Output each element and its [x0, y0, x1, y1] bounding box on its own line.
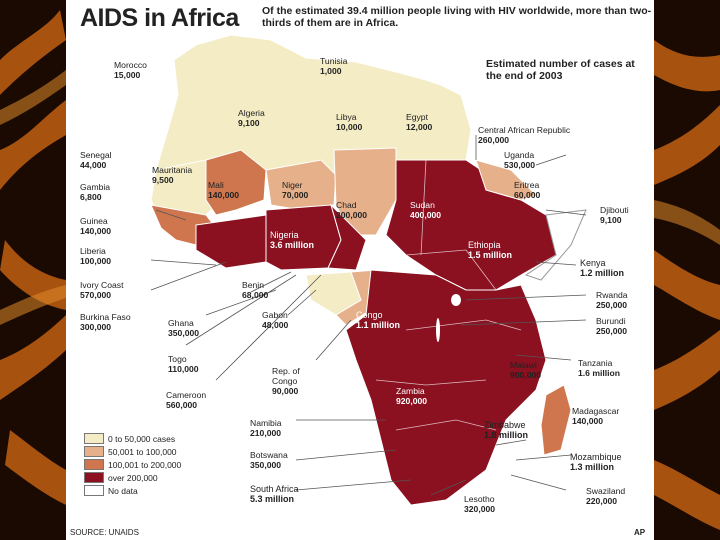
label-south-africa: South Africa 5.3 million — [250, 484, 299, 504]
label-lesotho: Lesotho 320,000 — [464, 494, 496, 514]
region-south-central — [345, 269, 547, 506]
estimate-heading: Estimated number of cases at the end of … — [486, 58, 635, 82]
label-car: Central African Republic 260,000 — [478, 125, 571, 145]
legend-item: over 200,000 — [84, 471, 181, 484]
legend-swatch — [84, 446, 104, 457]
label-tunisia: Tunisia 1,000 — [320, 56, 348, 76]
africa-map — [150, 34, 587, 506]
label-chad: Chad 200,000 — [336, 200, 368, 220]
label-gabon: Gabon 48,000 — [262, 310, 289, 330]
label-mali: Mali 140,000 — [208, 180, 240, 200]
label-benin: Benin 68,000 — [242, 280, 269, 300]
label-ghana: Ghana 350,000 — [168, 318, 200, 338]
legend-swatch — [84, 485, 104, 496]
label-liberia: Liberia 100,000 — [80, 246, 112, 266]
legend: 0 to 50,000 cases 50,001 to 100,000 100,… — [84, 432, 181, 497]
subtitle: Of the estimated 39.4 million people liv… — [262, 5, 652, 29]
region-eritrea — [475, 159, 537, 201]
label-burundi: Burundi 250,000 — [596, 316, 628, 336]
label-egypt: Egypt 12,000 — [406, 112, 433, 132]
legend-swatch — [84, 433, 104, 444]
label-morocco: Morocco 15,000 — [114, 60, 147, 80]
label-tanzania: Tanzania 1.6 million — [578, 358, 621, 378]
label-cameroon: Cameroon 560,000 — [166, 390, 207, 410]
label-nigeria: Nigeria 3.6 million — [270, 230, 315, 250]
label-ivory-coast: Ivory Coast 570,000 — [80, 280, 124, 300]
source-note: SOURCE: UNAIDS — [70, 528, 139, 537]
label-swaziland: Swaziland 220,000 — [586, 486, 626, 506]
label-gambia: Gambia 6,800 — [80, 182, 111, 202]
label-togo: Togo 110,000 — [168, 354, 199, 374]
label-mauritania: Mauritania 9,500 — [152, 165, 193, 185]
legend-item: No data — [84, 484, 181, 497]
label-madagascar: Madagascar 140,000 — [572, 406, 620, 426]
label-congo: Congo 1.1 million — [356, 310, 401, 330]
region-chad — [333, 147, 397, 236]
label-ethiopia: Ethiopia 1.5 million — [468, 240, 513, 260]
label-angola: Angola 240,000 — [328, 372, 360, 392]
legend-swatch — [84, 472, 104, 483]
label-guinea: Guinea 140,000 — [80, 216, 112, 236]
region-somalia — [524, 209, 587, 281]
label-djibouti: Djibouti 9,100 — [600, 205, 629, 225]
label-rep-congo: Rep. of Congo 90,000 — [272, 366, 300, 396]
label-namibia: Namibia 210,000 — [250, 418, 282, 438]
label-sudan: Sudan 400,000 — [410, 200, 442, 220]
region-niger — [265, 159, 337, 211]
region-mali — [205, 149, 267, 216]
label-kenya: Kenya 1.2 million — [580, 258, 625, 278]
legend-swatch — [84, 459, 104, 470]
label-zambia: Zambia 920,000 — [396, 386, 428, 406]
label-zimbabwe: Zimbabwe 1.8 million — [484, 420, 529, 440]
label-niger: Niger 70,000 — [282, 180, 309, 200]
label-malawi: Malawi 900,000 — [510, 360, 542, 380]
region-cameroon — [327, 203, 367, 271]
legend-item: 50,001 to 100,000 — [84, 445, 181, 458]
page-title: AIDS in Africa — [80, 4, 239, 32]
map-card: AIDS in Africa Of the estimated 39.4 mil… — [66, 0, 654, 540]
label-libya: Libya 10,000 — [336, 112, 363, 132]
label-burkina-faso: Burkina Faso 300,000 — [80, 312, 131, 332]
credit: AP — [634, 528, 646, 537]
legend-item: 100,001 to 200,000 — [84, 458, 181, 471]
label-uganda: Uganda 530,000 — [504, 150, 536, 170]
label-mozambique: Mozambique 1.3 million — [570, 452, 622, 472]
region-ivory-coast — [195, 214, 267, 269]
label-rwanda: Rwanda 250,000 — [596, 290, 628, 310]
legend-item: 0 to 50,000 cases — [84, 432, 181, 445]
region-madagascar — [540, 384, 572, 456]
label-botswana: Botswana 350,000 — [250, 450, 288, 470]
label-algeria: Algeria 9,100 — [238, 108, 265, 128]
label-eritrea: Eritrea 60,000 — [514, 180, 541, 200]
label-senegal: Senegal 44,000 — [80, 150, 112, 170]
